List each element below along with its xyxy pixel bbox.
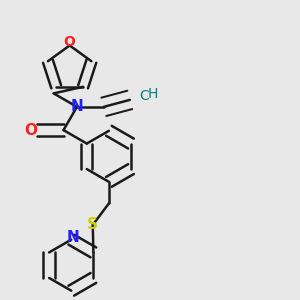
Text: O: O bbox=[64, 34, 76, 49]
Text: H: H bbox=[148, 86, 158, 100]
Text: C: C bbox=[139, 89, 149, 103]
Text: S: S bbox=[87, 218, 98, 232]
Text: N: N bbox=[67, 230, 79, 244]
Text: N: N bbox=[70, 99, 83, 114]
Text: O: O bbox=[24, 123, 38, 138]
